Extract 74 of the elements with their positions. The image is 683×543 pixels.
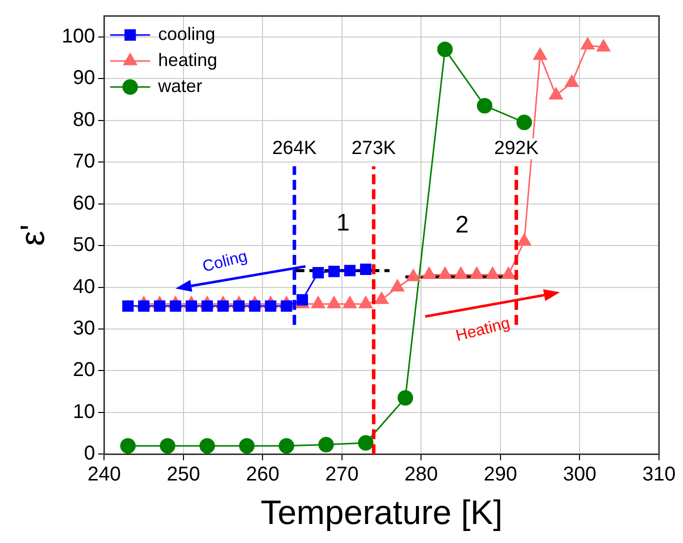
ref-line-label: 292K (494, 138, 539, 159)
y-tick-label: 40 (72, 276, 96, 298)
point (170, 300, 182, 312)
point (454, 266, 468, 279)
y-tick-label: 50 (72, 234, 96, 256)
point (160, 438, 176, 454)
point (328, 266, 340, 278)
legend-label: heating (158, 50, 218, 70)
point (406, 269, 420, 282)
y-tick-label: 90 (72, 67, 96, 90)
x-tick-label: 250 (166, 464, 200, 486)
legend-label: cooling (158, 24, 216, 44)
point (312, 266, 324, 278)
ref-line-label: 273K (351, 138, 396, 159)
x-tick-label: 310 (642, 464, 676, 486)
point (502, 266, 516, 279)
legend-label: water (157, 76, 202, 96)
point (296, 294, 308, 306)
point (565, 75, 579, 88)
point (249, 300, 260, 312)
y-tick-label: 100 (62, 25, 96, 48)
y-tick-label: 10 (72, 400, 96, 423)
x-tick-label: 290 (484, 464, 518, 486)
point (154, 300, 166, 312)
y-tick-label: 80 (72, 108, 96, 131)
y-tick-label: 0 (84, 442, 96, 465)
point (202, 300, 213, 312)
point (239, 438, 255, 454)
point (217, 300, 229, 312)
point (278, 438, 294, 454)
x-tick-label: 260 (246, 464, 280, 486)
annotation: Coling (200, 248, 250, 276)
point (358, 296, 373, 308)
point (264, 300, 276, 312)
point (580, 37, 594, 50)
point (138, 300, 150, 312)
point (344, 264, 356, 276)
annotation: 1 (336, 210, 350, 237)
y-tick-label: 30 (72, 318, 96, 340)
point (517, 234, 532, 246)
point (186, 300, 198, 312)
point (122, 300, 134, 312)
point (438, 266, 452, 279)
x-axis-title: Temperature [K] (260, 494, 503, 532)
point (343, 296, 357, 308)
y-tick-label: 70 (72, 150, 96, 173)
annotation: 2 (455, 212, 469, 239)
point (533, 48, 547, 60)
point (318, 436, 334, 452)
point (422, 266, 436, 279)
y-tick-label: 20 (72, 359, 96, 382)
point (390, 280, 404, 292)
point (360, 264, 372, 276)
point (470, 266, 484, 279)
point (199, 438, 215, 454)
point (233, 300, 245, 312)
annotation: Heating (454, 314, 512, 345)
x-tick-label: 280 (404, 464, 438, 486)
ref-line-label: 264K (272, 138, 317, 159)
x-tick-label: 240 (87, 464, 121, 486)
point (549, 88, 563, 100)
point (311, 296, 325, 308)
point (486, 266, 500, 279)
x-tick-label: 270 (325, 464, 359, 486)
x-tick-label: 300 (563, 464, 596, 486)
point (120, 438, 136, 454)
y-tick-label: 60 (72, 192, 96, 214)
point (596, 40, 610, 52)
point (374, 292, 388, 304)
point (280, 300, 292, 312)
point (398, 390, 414, 406)
point (327, 296, 341, 308)
point (358, 435, 374, 451)
y-axis-title: ε' (14, 224, 52, 246)
